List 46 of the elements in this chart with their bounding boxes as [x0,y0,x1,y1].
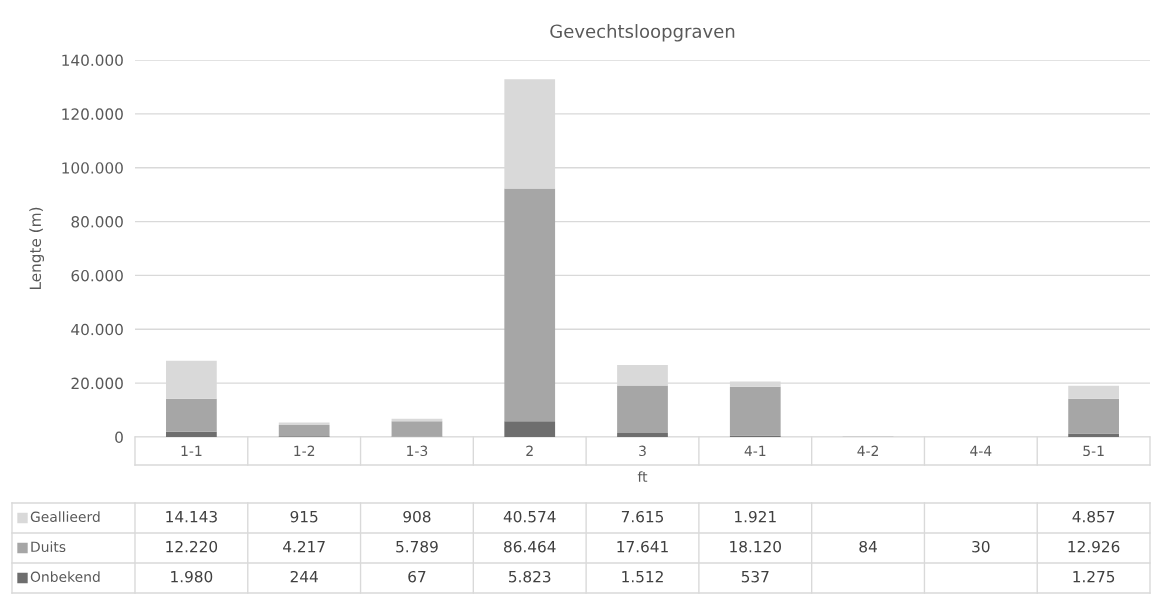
data-label: 915 [290,510,318,523]
data-label: 12.220 [166,540,218,553]
x-axis-title: ft [637,471,648,482]
x-tick-label: 3 [639,445,646,457]
data-label: 5.823 [509,570,551,583]
legend-label: Geallieerd [30,511,100,523]
y-tick-label: 0 [115,431,123,444]
data-label: 40.574 [503,510,556,523]
x-tick-label: 4-4 [970,445,992,456]
data-label: 1.275 [1073,570,1115,583]
x-tick-label: 4-2 [857,445,879,456]
data-label: 908 [403,510,431,523]
y-tick-label: 140.000 [62,54,123,67]
data-label: 1.921 [735,510,776,523]
data-label: 537 [741,570,769,583]
data-label: 1.980 [171,570,213,583]
data-label: 17.641 [617,540,668,553]
data-label: 14.143 [166,510,217,523]
legend-label: Onbekend [30,571,100,583]
data-label: 7.615 [621,510,664,523]
chart-title: Gevechtsloopgraven [550,24,735,42]
data-label: 4.217 [283,540,325,553]
data-label: 1.512 [622,570,663,583]
x-tick-label: 4-1 [744,445,766,456]
x-tick-label: 1-2 [294,445,315,456]
legend-label: Duits [31,541,66,553]
data-label: 18.120 [730,540,781,553]
x-tick-label: 1-1 [181,445,202,456]
y-tick-label: 100.000 [62,162,123,174]
data-label: 67 [408,570,426,583]
data-label: 4.857 [1072,510,1115,523]
y-tick-label: 60.000 [71,269,123,282]
y-tick-label: 80.000 [71,216,123,228]
data-label: 5.789 [396,540,438,553]
data-label: 86.464 [504,540,556,553]
data-label: 244 [290,570,318,583]
y-axis-title: Lengte (m) [29,207,45,290]
x-tick-label: 2 [526,445,533,456]
y-tick-label: 20.000 [71,377,123,390]
data-label: 30 [972,540,990,553]
y-tick-label: 120.000 [62,108,123,120]
x-tick-label: 5-1 [1083,445,1104,457]
y-tick-label: 40.000 [71,323,123,336]
data-label: 84 [859,540,877,553]
x-tick-label: 1-3 [407,445,428,457]
data-label: 12.926 [1068,540,1120,553]
